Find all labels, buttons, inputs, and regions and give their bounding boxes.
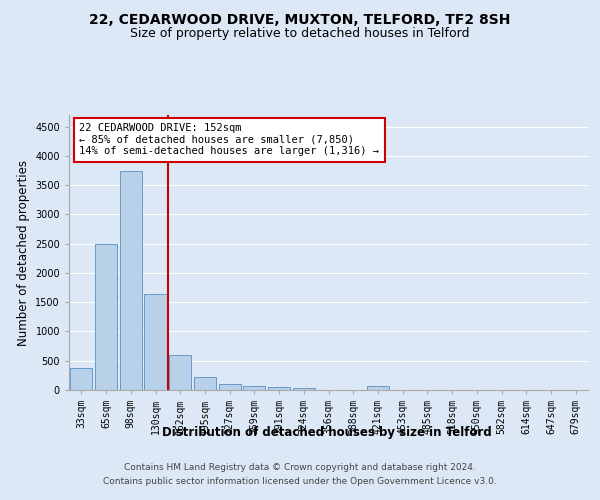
Bar [243,386,265,390]
Text: 22 CEDARWOOD DRIVE: 152sqm
← 85% of detached houses are smaller (7,850)
14% of s: 22 CEDARWOOD DRIVE: 152sqm ← 85% of deta… [79,123,379,156]
Bar [293,388,315,390]
Text: Contains public sector information licensed under the Open Government Licence v3: Contains public sector information licen… [103,477,497,486]
Bar [268,387,290,390]
Y-axis label: Number of detached properties: Number of detached properties [17,160,29,346]
Bar [194,376,216,390]
Bar [95,244,117,390]
Bar [119,170,142,390]
Text: Distribution of detached houses by size in Telford: Distribution of detached houses by size … [162,426,492,439]
Bar [145,294,167,390]
Text: 22, CEDARWOOD DRIVE, MUXTON, TELFORD, TF2 8SH: 22, CEDARWOOD DRIVE, MUXTON, TELFORD, TF… [89,12,511,26]
Bar [367,386,389,390]
Bar [70,368,92,390]
Text: Contains HM Land Registry data © Crown copyright and database right 2024.: Contains HM Land Registry data © Crown c… [124,464,476,472]
Bar [218,384,241,390]
Bar [169,356,191,390]
Text: Size of property relative to detached houses in Telford: Size of property relative to detached ho… [130,28,470,40]
